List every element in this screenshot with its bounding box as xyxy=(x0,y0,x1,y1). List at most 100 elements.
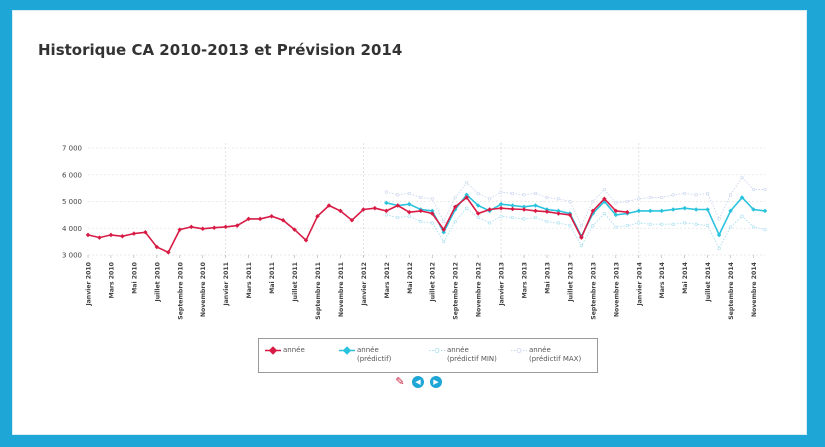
x-tick-label: Mars 2012 xyxy=(384,262,391,298)
series-point-2 xyxy=(476,215,480,220)
x-tick-label: Mai 2013 xyxy=(544,262,551,294)
legend-marker-predictif-max xyxy=(511,348,527,353)
x-tick-label: Septembre 2010 xyxy=(177,261,184,319)
series-point-2 xyxy=(499,214,503,218)
series-point-2 xyxy=(751,225,756,229)
series-point-2 xyxy=(579,244,584,248)
series-point-3 xyxy=(602,187,606,192)
series-point-3 xyxy=(568,199,572,204)
x-tick-label: Janvier 2010 xyxy=(86,261,93,306)
series-line-0 xyxy=(87,196,628,254)
x-tick-label: Septembre 2012 xyxy=(453,262,460,320)
series-point-3 xyxy=(453,195,457,200)
x-tick-label: Novembre 2014 xyxy=(751,261,758,317)
x-tick-label: Juillet 2014 xyxy=(705,261,712,302)
previous-icon[interactable]: ◀ xyxy=(412,376,424,388)
series-point-0 xyxy=(97,235,102,240)
series-point-0 xyxy=(315,213,320,219)
x-tick-label: Septembre 2014 xyxy=(728,261,735,319)
series-point-3 xyxy=(648,195,652,200)
series-point-2 xyxy=(625,223,629,228)
series-point-3 xyxy=(706,191,710,196)
series-point-1 xyxy=(636,208,642,214)
series-point-1 xyxy=(429,208,435,214)
y-tick-label: 5 000 xyxy=(62,198,82,206)
series-point-3 xyxy=(465,181,469,185)
series-point-2 xyxy=(706,223,710,228)
x-tick-label: Juillet 2013 xyxy=(567,262,574,303)
x-tick-label: Mai 2014 xyxy=(682,261,689,294)
legend-marker-predictif xyxy=(339,346,355,355)
series-point-2 xyxy=(637,221,641,225)
series-point-0 xyxy=(395,203,401,208)
series-point-3 xyxy=(384,190,388,194)
x-tick-label: Juillet 2010 xyxy=(154,261,161,302)
legend-label: année (prédictif MIN) xyxy=(447,346,497,363)
series-point-3 xyxy=(740,175,744,180)
series-point-3 xyxy=(579,223,584,228)
series-point-3 xyxy=(488,197,492,201)
series-point-3 xyxy=(545,195,549,200)
series-point-2 xyxy=(763,227,767,232)
series-point-2 xyxy=(384,213,388,217)
series-point-2 xyxy=(522,217,526,221)
series-point-2 xyxy=(407,214,411,218)
series-point-3 xyxy=(728,193,733,197)
series-point-1 xyxy=(475,203,481,208)
series-point-2 xyxy=(396,215,400,220)
series-point-0 xyxy=(372,205,378,211)
series-point-1 xyxy=(659,208,664,214)
y-tick-label: 7 000 xyxy=(62,145,82,153)
series-point-2 xyxy=(602,211,606,216)
series-point-2 xyxy=(453,219,457,224)
series-point-1 xyxy=(384,200,389,206)
x-tick-label: Juillet 2012 xyxy=(430,262,437,303)
legend-label: année (prédictif) xyxy=(357,346,392,363)
series-point-0 xyxy=(269,213,274,219)
series-point-1 xyxy=(647,208,653,214)
legend-label: année (prédictif MAX) xyxy=(529,346,582,363)
edit-chart-icon[interactable]: ✎ xyxy=(395,375,405,388)
series-point-2 xyxy=(717,246,721,250)
legend-label: année xyxy=(283,346,305,354)
series-point-0 xyxy=(407,209,412,215)
x-tick-label: Juillet 2011 xyxy=(292,262,299,303)
series-point-3 xyxy=(717,217,721,221)
series-line-2 xyxy=(386,207,766,250)
series-point-2 xyxy=(533,215,538,220)
x-tick-label: Novembre 2010 xyxy=(200,261,207,317)
series-point-2 xyxy=(591,223,595,228)
next-icon[interactable]: ▶ xyxy=(430,376,442,388)
legend-marker-predictif-min xyxy=(429,348,445,353)
series-point-2 xyxy=(442,240,446,244)
x-tick-label: Septembre 2013 xyxy=(590,262,597,320)
x-tick-label: Mai 2011 xyxy=(269,262,276,294)
series-point-0 xyxy=(131,231,137,236)
series-point-3 xyxy=(660,195,664,200)
x-tick-label: Novembre 2011 xyxy=(338,262,345,317)
series-point-2 xyxy=(671,222,675,226)
series-point-2 xyxy=(488,221,492,225)
x-tick-label: Mars 2011 xyxy=(246,262,253,298)
series-point-3 xyxy=(614,201,618,205)
series-point-3 xyxy=(442,219,446,224)
series-point-0 xyxy=(326,203,332,208)
x-tick-label: Mars 2010 xyxy=(108,261,115,298)
series-point-3 xyxy=(522,193,526,197)
x-tick-label: Mars 2013 xyxy=(522,262,529,298)
series-point-3 xyxy=(430,197,434,201)
x-tick-label: Mai 2010 xyxy=(131,261,138,294)
x-tick-label: Mai 2012 xyxy=(407,262,414,294)
series-point-1 xyxy=(510,203,515,208)
series-point-1 xyxy=(762,208,768,214)
series-point-3 xyxy=(396,193,400,197)
series-point-2 xyxy=(510,215,515,220)
series-point-3 xyxy=(694,193,698,197)
series-point-0 xyxy=(521,207,527,212)
series-point-3 xyxy=(763,187,767,192)
x-tick-label: Mars 2014 xyxy=(659,261,666,298)
series-point-2 xyxy=(740,214,744,218)
x-tick-label: Janvier 2013 xyxy=(499,262,506,307)
series-point-0 xyxy=(200,226,206,232)
x-tick-label: Novembre 2013 xyxy=(613,262,620,317)
